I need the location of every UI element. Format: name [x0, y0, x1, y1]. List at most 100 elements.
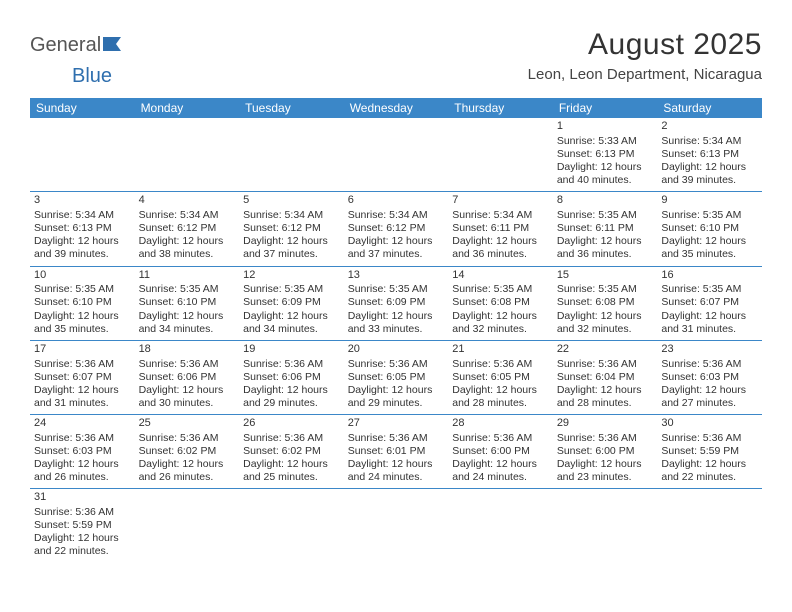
calendar-day: 13Sunrise: 5:35 AMSunset: 6:09 PMDayligh…: [344, 266, 449, 340]
day-header: Saturday: [657, 98, 762, 118]
sunrise-line: Sunrise: 5:36 AM: [557, 432, 654, 445]
calendar-day: 31Sunrise: 5:36 AMSunset: 5:59 PMDayligh…: [30, 489, 135, 563]
calendar-day: 10Sunrise: 5:35 AMSunset: 6:10 PMDayligh…: [30, 266, 135, 340]
sunset-line: Sunset: 6:07 PM: [661, 296, 758, 309]
calendar-week: 3Sunrise: 5:34 AMSunset: 6:13 PMDaylight…: [30, 192, 762, 266]
daylight-line: Daylight: 12 hours and 39 minutes.: [34, 235, 131, 261]
sunset-line: Sunset: 6:11 PM: [557, 222, 654, 235]
daylight-line: Daylight: 12 hours and 24 minutes.: [452, 458, 549, 484]
day-number: 16: [661, 269, 758, 283]
sunset-line: Sunset: 6:08 PM: [557, 296, 654, 309]
day-number: 20: [348, 343, 445, 357]
day-number: 21: [452, 343, 549, 357]
calendar-day: 15Sunrise: 5:35 AMSunset: 6:08 PMDayligh…: [553, 266, 658, 340]
calendar-day: 20Sunrise: 5:36 AMSunset: 6:05 PMDayligh…: [344, 340, 449, 414]
sunset-line: Sunset: 6:02 PM: [139, 445, 236, 458]
sunset-line: Sunset: 6:03 PM: [661, 371, 758, 384]
sunset-line: Sunset: 6:10 PM: [34, 296, 131, 309]
day-number: 5: [243, 194, 340, 208]
daylight-line: Daylight: 12 hours and 30 minutes.: [139, 384, 236, 410]
daylight-line: Daylight: 12 hours and 32 minutes.: [557, 310, 654, 336]
sunset-line: Sunset: 6:12 PM: [243, 222, 340, 235]
daylight-line: Daylight: 12 hours and 38 minutes.: [139, 235, 236, 261]
daylight-line: Daylight: 12 hours and 34 minutes.: [243, 310, 340, 336]
sunrise-line: Sunrise: 5:36 AM: [139, 432, 236, 445]
sunset-line: Sunset: 6:13 PM: [661, 148, 758, 161]
day-number: 2: [661, 120, 758, 134]
calendar-day: 29Sunrise: 5:36 AMSunset: 6:00 PMDayligh…: [553, 415, 658, 489]
sunset-line: Sunset: 6:13 PM: [557, 148, 654, 161]
sunset-line: Sunset: 6:08 PM: [452, 296, 549, 309]
sunrise-line: Sunrise: 5:36 AM: [34, 506, 131, 519]
sunrise-line: Sunrise: 5:34 AM: [348, 209, 445, 222]
calendar-day: 28Sunrise: 5:36 AMSunset: 6:00 PMDayligh…: [448, 415, 553, 489]
sunrise-line: Sunrise: 5:36 AM: [348, 432, 445, 445]
daylight-line: Daylight: 12 hours and 37 minutes.: [348, 235, 445, 261]
sunrise-line: Sunrise: 5:35 AM: [348, 283, 445, 296]
calendar-week: 17Sunrise: 5:36 AMSunset: 6:07 PMDayligh…: [30, 340, 762, 414]
sunrise-line: Sunrise: 5:35 AM: [557, 209, 654, 222]
calendar-day: 3Sunrise: 5:34 AMSunset: 6:13 PMDaylight…: [30, 192, 135, 266]
calendar-day: 16Sunrise: 5:35 AMSunset: 6:07 PMDayligh…: [657, 266, 762, 340]
sunset-line: Sunset: 6:04 PM: [557, 371, 654, 384]
day-header: Monday: [135, 98, 240, 118]
calendar-table: SundayMondayTuesdayWednesdayThursdayFrid…: [30, 98, 762, 563]
calendar-week: 24Sunrise: 5:36 AMSunset: 6:03 PMDayligh…: [30, 415, 762, 489]
sunset-line: Sunset: 6:06 PM: [243, 371, 340, 384]
sunrise-line: Sunrise: 5:36 AM: [557, 358, 654, 371]
calendar-day: 14Sunrise: 5:35 AMSunset: 6:08 PMDayligh…: [448, 266, 553, 340]
sunset-line: Sunset: 6:03 PM: [34, 445, 131, 458]
sunset-line: Sunset: 6:10 PM: [139, 296, 236, 309]
day-number: 23: [661, 343, 758, 357]
logo-text-general: General: [30, 34, 101, 56]
daylight-line: Daylight: 12 hours and 39 minutes.: [661, 161, 758, 187]
sunrise-line: Sunrise: 5:36 AM: [452, 358, 549, 371]
sunrise-line: Sunrise: 5:36 AM: [34, 432, 131, 445]
day-number: 10: [34, 269, 131, 283]
sunrise-line: Sunrise: 5:35 AM: [34, 283, 131, 296]
daylight-line: Daylight: 12 hours and 29 minutes.: [348, 384, 445, 410]
sunrise-line: Sunrise: 5:35 AM: [243, 283, 340, 296]
sunset-line: Sunset: 6:13 PM: [34, 222, 131, 235]
daylight-line: Daylight: 12 hours and 32 minutes.: [452, 310, 549, 336]
calendar-day-empty: [135, 118, 240, 192]
calendar-day: 5Sunrise: 5:34 AMSunset: 6:12 PMDaylight…: [239, 192, 344, 266]
day-header: Tuesday: [239, 98, 344, 118]
sunrise-line: Sunrise: 5:36 AM: [661, 358, 758, 371]
sunset-line: Sunset: 5:59 PM: [34, 519, 131, 532]
calendar-day-empty: [448, 489, 553, 563]
day-number: 18: [139, 343, 236, 357]
daylight-line: Daylight: 12 hours and 26 minutes.: [34, 458, 131, 484]
daylight-line: Daylight: 12 hours and 28 minutes.: [452, 384, 549, 410]
sunrise-line: Sunrise: 5:36 AM: [243, 358, 340, 371]
calendar-week: 1Sunrise: 5:33 AMSunset: 6:13 PMDaylight…: [30, 118, 762, 192]
day-header: Friday: [553, 98, 658, 118]
sunrise-line: Sunrise: 5:34 AM: [452, 209, 549, 222]
calendar-day: 17Sunrise: 5:36 AMSunset: 6:07 PMDayligh…: [30, 340, 135, 414]
logo-text: GeneralBlue: [30, 34, 125, 88]
calendar-day-empty: [239, 489, 344, 563]
daylight-line: Daylight: 12 hours and 23 minutes.: [557, 458, 654, 484]
sunset-line: Sunset: 6:12 PM: [139, 222, 236, 235]
day-number: 27: [348, 417, 445, 431]
sunset-line: Sunset: 6:07 PM: [34, 371, 131, 384]
day-number: 4: [139, 194, 236, 208]
flag-icon: [103, 34, 125, 57]
daylight-line: Daylight: 12 hours and 35 minutes.: [34, 310, 131, 336]
sunrise-line: Sunrise: 5:36 AM: [139, 358, 236, 371]
calendar-day-empty: [657, 489, 762, 563]
day-number: 25: [139, 417, 236, 431]
day-number: 29: [557, 417, 654, 431]
sunset-line: Sunset: 6:05 PM: [452, 371, 549, 384]
sunrise-line: Sunrise: 5:34 AM: [34, 209, 131, 222]
sunset-line: Sunset: 6:09 PM: [243, 296, 340, 309]
sunrise-line: Sunrise: 5:34 AM: [243, 209, 340, 222]
sunrise-line: Sunrise: 5:36 AM: [34, 358, 131, 371]
sunset-line: Sunset: 6:11 PM: [452, 222, 549, 235]
daylight-line: Daylight: 12 hours and 31 minutes.: [34, 384, 131, 410]
calendar-day: 24Sunrise: 5:36 AMSunset: 6:03 PMDayligh…: [30, 415, 135, 489]
calendar-body: 1Sunrise: 5:33 AMSunset: 6:13 PMDaylight…: [30, 118, 762, 563]
sunset-line: Sunset: 6:09 PM: [348, 296, 445, 309]
day-number: 12: [243, 269, 340, 283]
sunrise-line: Sunrise: 5:36 AM: [348, 358, 445, 371]
